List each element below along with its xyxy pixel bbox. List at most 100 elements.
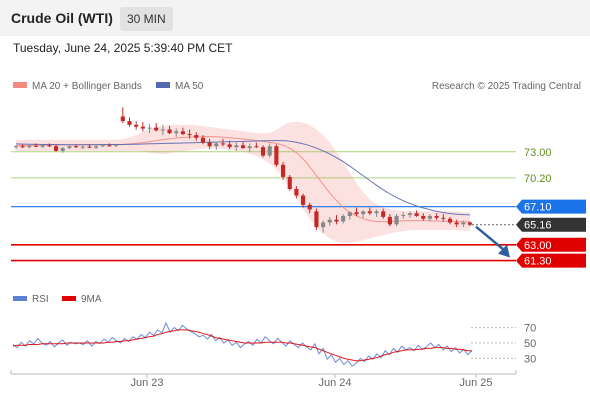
header-bar [0, 0, 590, 36]
candle-body [20, 146, 25, 148]
ma50-legend-swatch [156, 82, 170, 88]
candle-body [434, 215, 439, 218]
candle [427, 214, 433, 222]
candle-body [67, 146, 72, 149]
candle [47, 143, 52, 148]
candle [167, 125, 172, 135]
ma50-legend-label: MA 50 [175, 81, 204, 92]
candle [220, 138, 226, 147]
candle-body [240, 145, 246, 149]
candle-body [13, 146, 19, 148]
candle-body [134, 124, 139, 127]
candle-body [107, 145, 112, 147]
candle-body [321, 222, 326, 228]
candle-body [114, 144, 119, 146]
ma20-legend-swatch [13, 82, 27, 88]
rsi-ma-legend-label: 9MA [81, 294, 102, 305]
candle [240, 141, 246, 150]
forecast-arrow-head [498, 244, 510, 258]
candle-body [53, 146, 59, 151]
candle [341, 214, 346, 224]
candle-body [47, 145, 52, 147]
candle [434, 213, 439, 220]
candle-body [40, 145, 45, 147]
level-label-67.10: 67.10 [524, 202, 552, 214]
candle [147, 123, 152, 134]
candle-body [381, 211, 386, 217]
candle [87, 144, 92, 149]
price-legend: MA 20 + Bollinger Bands MA 50 Research ©… [13, 81, 581, 92]
candle [394, 214, 399, 227]
resistance-tag [516, 199, 586, 214]
candle-body [127, 121, 132, 125]
rsi-tick-70: 70 [524, 323, 536, 335]
candle-body [154, 127, 159, 131]
rsi-tick-50: 50 [524, 338, 536, 350]
candle [280, 162, 286, 180]
candle-body [327, 219, 332, 223]
candle-body [167, 129, 172, 134]
candle [441, 214, 446, 222]
candle-body [227, 144, 232, 148]
candle [301, 193, 306, 208]
candle [254, 142, 259, 149]
candle [260, 145, 266, 158]
rsi-line [12, 321, 473, 367]
rsi-plot: 70 50 30 [12, 321, 536, 367]
price-plot: 73.00 70.20 67.10 65.16 63.00 61.30 [11, 107, 586, 268]
candle-body [27, 145, 32, 148]
candle-body [194, 135, 199, 138]
bollinger-bands [16, 122, 470, 243]
candle [414, 210, 419, 217]
candle-body [247, 146, 252, 149]
candle-body [234, 145, 239, 148]
candle-body [100, 145, 105, 147]
candle [294, 186, 299, 199]
timeframe-button[interactable]: 30 MIN [120, 7, 173, 31]
candle [127, 117, 132, 127]
candle-body [361, 211, 366, 215]
candle [287, 175, 292, 191]
candle-body [187, 134, 192, 136]
candle [60, 147, 65, 153]
candle-body [461, 222, 466, 225]
candle-body [394, 215, 399, 225]
candle-body [401, 215, 406, 217]
candle-body [287, 176, 292, 189]
candle [114, 143, 119, 148]
candle-body [407, 213, 412, 216]
candle [447, 216, 453, 225]
candle [160, 124, 165, 136]
candle-body [301, 195, 306, 205]
candle [421, 213, 426, 221]
candle [461, 220, 466, 228]
candle-body [207, 142, 212, 147]
candle-body [441, 217, 446, 219]
candle [361, 210, 366, 218]
candle-body [280, 164, 286, 177]
candle [467, 221, 473, 227]
candle [207, 138, 212, 150]
candle-body [80, 146, 85, 148]
candle [234, 142, 239, 151]
candle-body [200, 137, 206, 143]
candle-body [334, 219, 339, 222]
candle-body [307, 204, 312, 210]
candle-body [33, 145, 39, 147]
candle [194, 132, 199, 141]
candle [214, 141, 219, 150]
time-axis: Jun 23 Jun 24 Jun 25 [10, 370, 517, 389]
rsi-legend-label: RSI [32, 294, 49, 305]
candle [40, 144, 45, 149]
candle-body [427, 215, 433, 219]
candle-body [467, 222, 473, 225]
candle-body [87, 146, 92, 148]
candle-body [160, 129, 165, 131]
candle [80, 145, 85, 150]
candle [274, 144, 279, 167]
candle [53, 144, 59, 152]
candle [321, 220, 326, 233]
support-tag-61.30 [516, 253, 586, 268]
candle [187, 129, 192, 139]
